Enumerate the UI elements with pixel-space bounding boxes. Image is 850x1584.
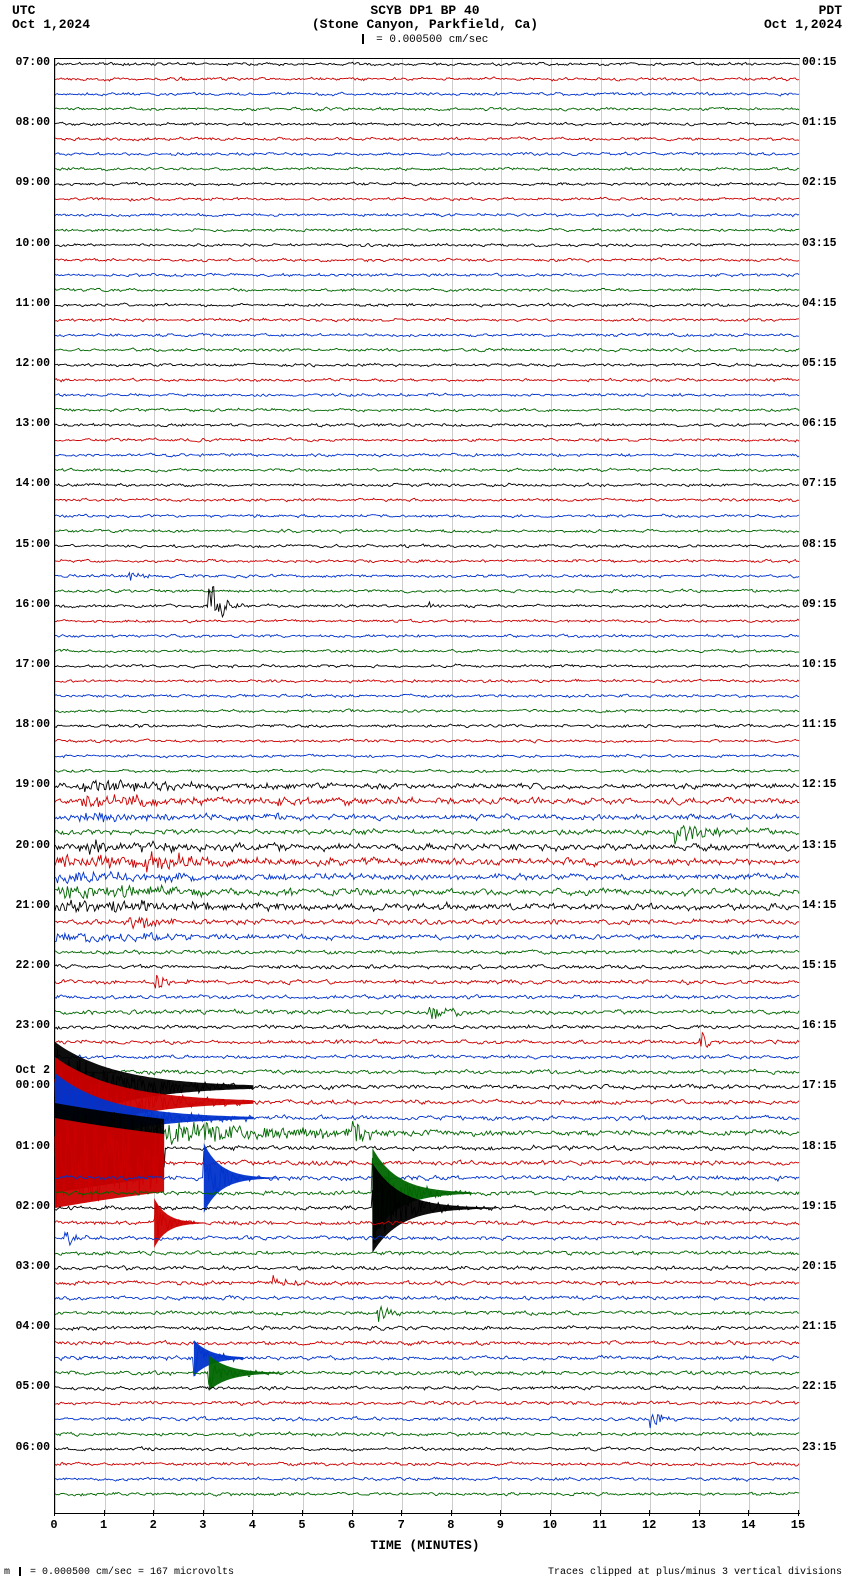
left-time-label: 13:00	[2, 417, 50, 430]
right-time-label: 20:15	[802, 1260, 850, 1273]
right-time-label: 14:15	[802, 899, 850, 912]
left-time-label: 22:00	[2, 959, 50, 972]
right-time-label: 22:15	[802, 1380, 850, 1393]
left-time-label: 18:00	[2, 718, 50, 731]
left-time-label: 15:00	[2, 538, 50, 551]
x-tick-label: 5	[292, 1518, 312, 1532]
left-time-label: 04:00	[2, 1320, 50, 1333]
left-time-label: 06:00	[2, 1441, 50, 1454]
x-tick-label: 6	[342, 1518, 362, 1532]
x-tick-label: 0	[44, 1518, 64, 1532]
left-time-label: 10:00	[2, 237, 50, 250]
right-time-label: 00:15	[802, 56, 850, 69]
x-tick-label: 8	[441, 1518, 461, 1532]
x-tick-label: 1	[94, 1518, 114, 1532]
x-tick-label: 13	[689, 1518, 709, 1532]
left-time-label: 05:00	[2, 1380, 50, 1393]
left-time-label: 09:00	[2, 176, 50, 189]
right-time-label: 07:15	[802, 477, 850, 490]
right-time-label: 10:15	[802, 658, 850, 671]
right-time-label: 06:15	[802, 417, 850, 430]
left-time-label: 20:00	[2, 839, 50, 852]
left-time-label: 03:00	[2, 1260, 50, 1273]
right-time-label: 23:15	[802, 1441, 850, 1454]
left-time-label: 21:00	[2, 899, 50, 912]
right-time-label: 11:15	[802, 718, 850, 731]
seismogram-container: UTC Oct 1,2024 SCYB DP1 BP 40 (Stone Can…	[0, 0, 850, 1584]
left-time-label: 17:00	[2, 658, 50, 671]
x-tick-label: 11	[590, 1518, 610, 1532]
x-tick-label: 15	[788, 1518, 808, 1532]
left-time-label: 07:00	[2, 56, 50, 69]
right-time-label: 12:15	[802, 778, 850, 791]
x-tick-label: 7	[391, 1518, 411, 1532]
right-time-label: 04:15	[802, 297, 850, 310]
right-time-label: 13:15	[802, 839, 850, 852]
footer-left-text: = 0.000500 cm/sec = 167 microvolts	[24, 1567, 234, 1578]
trace-row	[55, 1444, 799, 1544]
footer-right: Traces clipped at plus/minus 3 vertical …	[548, 1567, 842, 1578]
right-time-label: 05:15	[802, 357, 850, 370]
right-time-label: 02:15	[802, 176, 850, 189]
right-time-label: 03:15	[802, 237, 850, 250]
left-time-label: 00:00	[2, 1079, 50, 1092]
x-axis-label: TIME (MINUTES)	[0, 1538, 850, 1553]
x-tick-label: 10	[540, 1518, 560, 1532]
day-change-label: Oct 2	[2, 1064, 50, 1077]
left-time-label: 08:00	[2, 116, 50, 129]
right-time-label: 16:15	[802, 1019, 850, 1032]
footer-prefix: m	[4, 1567, 16, 1578]
right-time-label: 08:15	[802, 538, 850, 551]
gridline-vertical	[799, 59, 800, 1513]
left-time-label: 01:00	[2, 1140, 50, 1153]
right-time-label: 21:15	[802, 1320, 850, 1333]
right-time-label: 17:15	[802, 1079, 850, 1092]
x-tick-label: 9	[490, 1518, 510, 1532]
x-tick-label: 3	[193, 1518, 213, 1532]
right-time-label: 09:15	[802, 598, 850, 611]
left-time-label: 02:00	[2, 1200, 50, 1213]
left-time-label: 14:00	[2, 477, 50, 490]
x-tick-label: 14	[738, 1518, 758, 1532]
plot-area	[54, 58, 800, 1514]
footer-bar-icon	[19, 1567, 21, 1576]
footer-left: m = 0.000500 cm/sec = 167 microvolts	[4, 1567, 234, 1578]
left-time-label: 16:00	[2, 598, 50, 611]
x-tick-label: 12	[639, 1518, 659, 1532]
left-time-label: 23:00	[2, 1019, 50, 1032]
right-time-label: 18:15	[802, 1140, 850, 1153]
x-tick-label: 2	[143, 1518, 163, 1532]
right-time-label: 19:15	[802, 1200, 850, 1213]
left-time-label: 11:00	[2, 297, 50, 310]
left-time-label: 12:00	[2, 357, 50, 370]
right-time-label: 15:15	[802, 959, 850, 972]
x-tick-label: 4	[242, 1518, 262, 1532]
right-time-label: 01:15	[802, 116, 850, 129]
left-time-label: 19:00	[2, 778, 50, 791]
